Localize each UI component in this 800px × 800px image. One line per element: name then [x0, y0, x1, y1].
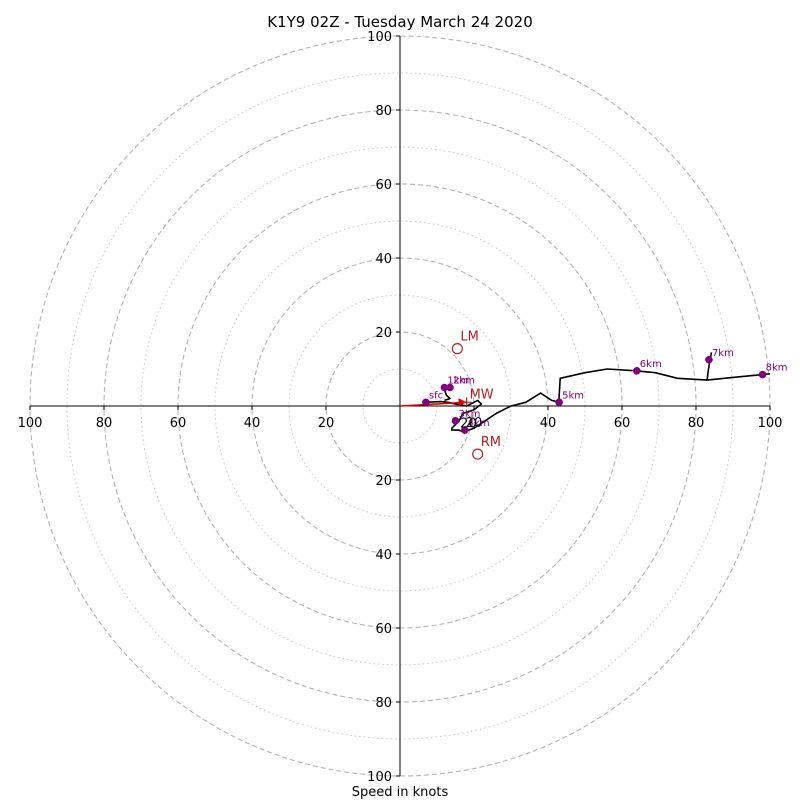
height-marker-2km	[446, 383, 454, 392]
hodograph-line	[425, 368, 771, 433]
y-tick-label: 100	[367, 770, 392, 785]
x-tick-label: 100	[18, 416, 43, 431]
height-label-6km: 6km	[640, 359, 662, 370]
x-tick-label: 60	[614, 416, 631, 431]
x-tick-label: 40	[244, 416, 261, 431]
x-tick-label: 80	[688, 416, 705, 431]
storm-motion-label-rm: RM	[481, 435, 501, 450]
height-marker-3km	[451, 417, 460, 425]
height-label-7km: 7km	[712, 348, 734, 359]
tick-labels: 100 80 60 40 20 20 40 60 80 100100806040202040608…	[18, 30, 783, 785]
storm-motions: LM RM MW 20	[451, 330, 501, 460]
height-marker-4km	[460, 426, 469, 434]
mean-wind-vector	[399, 401, 467, 407]
height-label-4km: 4km	[468, 418, 490, 429]
x-tick-label: 100	[758, 416, 783, 431]
height-marker-8km	[758, 370, 767, 379]
y-tick-label: 20	[375, 474, 392, 489]
x-tick-label: 40	[540, 416, 557, 431]
height-label-8km: 8km	[766, 363, 788, 374]
y-tick-label: 60	[375, 178, 392, 193]
mean-wind-label: MW	[470, 387, 494, 402]
y-tick-label: 40	[375, 548, 392, 563]
height-label-1km: 1km	[447, 376, 469, 387]
hodograph-segment	[706, 352, 713, 381]
height-label-sfc: sfc	[429, 390, 443, 401]
x-tick-label: 20	[318, 416, 335, 431]
height-marker-7km	[705, 355, 713, 364]
storm-motion-label-lm: LM	[460, 330, 478, 345]
height-label-2km: 2km	[453, 376, 475, 387]
x-tick-label: 60	[170, 416, 187, 431]
x-tick-label: 20	[466, 416, 483, 431]
height-label-3km: 3km	[459, 409, 481, 420]
y-tick-label: 80	[375, 104, 392, 119]
ring-label: 20	[460, 417, 477, 432]
storm-motion-lm	[451, 343, 463, 355]
y-tick-label: 60	[375, 622, 392, 637]
x-tick-label: 80	[96, 416, 113, 431]
height-marker-6km	[633, 367, 641, 375]
height-marker-5km	[555, 398, 563, 407]
y-tick-label: 40	[375, 252, 392, 267]
storm-motion-rm	[472, 448, 484, 460]
x-axis-label: Speed in knots	[352, 785, 449, 800]
height-label-5km: 5km	[562, 390, 584, 401]
chart-title: K1Y9 02Z - Tuesday March 24 2020	[267, 13, 532, 31]
y-tick-label: 20	[375, 326, 392, 341]
height-marker-sfc	[422, 398, 430, 407]
y-tick-label: 80	[375, 696, 392, 711]
y-tick-label: 100	[367, 30, 392, 45]
